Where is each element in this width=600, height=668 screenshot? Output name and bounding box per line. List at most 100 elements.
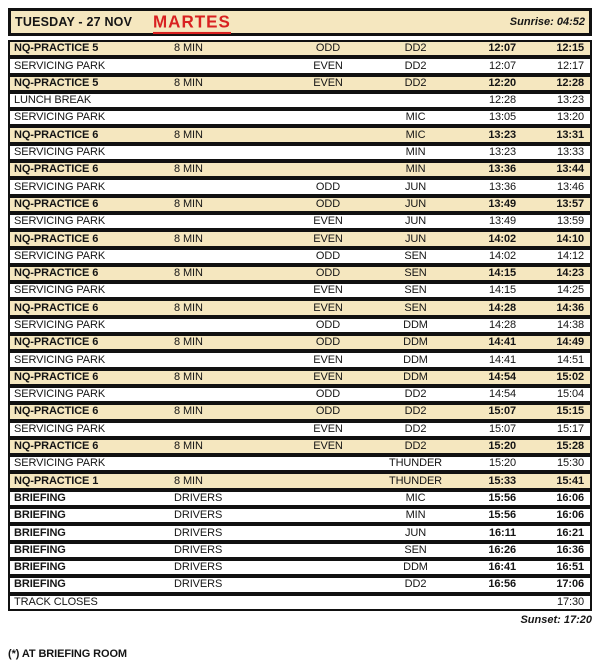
session-parity: ODD: [315, 336, 341, 349]
session-name: NQ-PRACTICE 6: [14, 440, 99, 453]
session-start-time: 14:15: [488, 267, 516, 280]
session-start-time: 12:20: [488, 76, 516, 89]
session-start-time: 13:49: [488, 215, 516, 228]
session-start-time: 14:41: [488, 353, 516, 366]
session-class: THUNDER: [388, 474, 443, 487]
session-start-time: 15:33: [488, 474, 516, 487]
schedule-row: NQ-PRACTICE 6 8 MIN EVEN DD2 15:20 15:28: [8, 437, 592, 456]
session-name: BRIEFING: [14, 543, 66, 556]
session-name: LUNCH BREAK: [14, 94, 92, 107]
session-detail: 8 MIN: [174, 370, 203, 383]
session-class: JUN: [404, 215, 427, 228]
session-parity: ODD: [315, 249, 341, 262]
schedule-row: BRIEFING DRIVERS MIC 15:56 16:06: [8, 489, 592, 508]
session-class: DDM: [403, 370, 428, 383]
session-class: SEN: [404, 249, 427, 262]
session-end-time: 15:41: [556, 474, 584, 487]
session-start-time: 15:56: [488, 491, 516, 504]
session-name: NQ-PRACTICE 1: [14, 474, 99, 487]
session-detail: DRIVERS: [174, 543, 223, 556]
schedule-table: NQ-PRACTICE 5 8 MIN ODD DD2 12:07 12:15 …: [8, 40, 592, 611]
session-start-time: 14:28: [488, 319, 516, 331]
session-class: MIC: [405, 128, 426, 141]
session-class: DDM: [403, 561, 428, 574]
session-end-time: 13:59: [556, 215, 584, 228]
session-detail: DRIVERS: [174, 578, 223, 591]
session-name: NQ-PRACTICE 5: [14, 42, 99, 55]
schedule-row: BRIEFING DRIVERS SEN 16:26 16:36: [8, 541, 592, 559]
session-name: BRIEFING: [14, 491, 66, 504]
session-parity: EVEN: [313, 301, 343, 314]
session-detail: DRIVERS: [174, 491, 223, 504]
session-start-time: 13:36: [488, 163, 516, 176]
session-detail: 8 MIN: [174, 163, 203, 176]
session-name: SERVICING PARK: [14, 215, 106, 228]
schedule-row: NQ-PRACTICE 6 8 MIN EVEN DDM 14:54 15:02: [8, 368, 592, 386]
session-name: SERVICING PARK: [14, 353, 106, 366]
session-name: NQ-PRACTICE 6: [14, 405, 99, 418]
schedule-row: SERVICING PARK EVEN SEN 14:15 14:25: [8, 282, 592, 300]
session-end-time: 15:17: [556, 422, 584, 435]
session-start-time: 16:56: [488, 578, 516, 591]
session-name: SERVICING PARK: [14, 146, 106, 159]
schedule-row: BRIEFING DRIVERS MIN 15:56 16:06: [8, 507, 592, 525]
session-detail: DRIVERS: [174, 561, 223, 574]
session-parity: EVEN: [313, 422, 343, 435]
session-end-time: 13:44: [556, 163, 584, 176]
session-start-time: 16:41: [488, 561, 516, 574]
schedule-row: BRIEFING DRIVERS JUN 16:11 16:21: [8, 524, 592, 542]
session-end-time: 13:57: [556, 197, 584, 210]
schedule-row: NQ-PRACTICE 6 8 MIN EVEN JUN 14:02 14:10: [8, 230, 592, 248]
session-detail: 8 MIN: [174, 474, 203, 487]
session-class: SEN: [404, 284, 427, 297]
session-start-time: 12:07: [488, 59, 516, 72]
session-parity: ODD: [315, 197, 341, 210]
schedule-row: SERVICING PARK MIN 13:23 13:33: [8, 143, 592, 162]
session-class: MIN: [405, 163, 426, 176]
session-end-time: 17:06: [556, 578, 584, 591]
schedule-row: NQ-PRACTICE 5 8 MIN ODD DD2 12:07 12:15: [8, 40, 592, 58]
session-name: BRIEFING: [14, 561, 66, 574]
session-end-time: 16:21: [556, 526, 584, 539]
session-end-time: 14:25: [556, 284, 584, 297]
session-end-time: 14:12: [556, 249, 584, 262]
schedule-row: SERVICING PARK EVEN DDM 14:41 14:51: [8, 351, 592, 369]
session-start-time: 16:26: [488, 543, 516, 556]
session-start-time: 14:41: [488, 336, 516, 349]
briefing-room-note: (*) AT BRIEFING ROOM: [8, 648, 127, 660]
session-end-time: 16:06: [556, 491, 584, 504]
session-parity: EVEN: [313, 215, 343, 228]
session-start-time: 15:07: [488, 422, 516, 435]
session-detail: 8 MIN: [174, 405, 203, 418]
session-name: NQ-PRACTICE 6: [14, 301, 99, 314]
session-parity: EVEN: [313, 440, 343, 453]
session-class: DD2: [404, 578, 427, 591]
session-detail: 8 MIN: [174, 301, 203, 314]
session-end-time: 16:36: [556, 543, 584, 556]
session-end-time: 12:17: [556, 59, 584, 72]
session-class: DD2: [404, 405, 427, 418]
session-start-time: 14:28: [488, 301, 516, 314]
session-name: TRACK CLOSES: [14, 595, 98, 608]
schedule-row: SERVICING PARK EVEN DD2 12:07 12:17: [8, 57, 592, 75]
session-class: SEN: [404, 267, 427, 280]
session-parity: EVEN: [313, 370, 343, 383]
session-end-time: 14:36: [556, 301, 584, 314]
schedule-row: NQ-PRACTICE 6 8 MIN EVEN SEN 14:28 14:36: [8, 299, 592, 317]
sunrise-label: Sunrise: 04:52: [509, 16, 585, 28]
session-start-time: 12:07: [488, 42, 516, 55]
session-class: JUN: [404, 526, 427, 539]
session-end-time: 16:06: [556, 509, 584, 522]
session-class: MIC: [405, 491, 426, 504]
schedule-row: NQ-PRACTICE 6 8 MIN ODD JUN 13:49 13:57: [8, 195, 592, 213]
session-start-time: 14:02: [488, 232, 516, 245]
schedule-row: NQ-PRACTICE 5 8 MIN EVEN DD2 12:20 12:28: [8, 74, 592, 92]
schedule-row: NQ-PRACTICE 6 8 MIN MIC 13:23 13:31: [8, 126, 592, 144]
schedule-row: NQ-PRACTICE 1 8 MIN THUNDER 15:33 15:41: [8, 472, 592, 490]
session-detail: 8 MIN: [174, 440, 203, 453]
session-name: SERVICING PARK: [14, 422, 106, 435]
session-class: JUN: [404, 197, 427, 210]
session-detail: DRIVERS: [174, 509, 223, 522]
session-end-time: 13:20: [556, 111, 584, 124]
session-name: SERVICING PARK: [14, 457, 106, 470]
